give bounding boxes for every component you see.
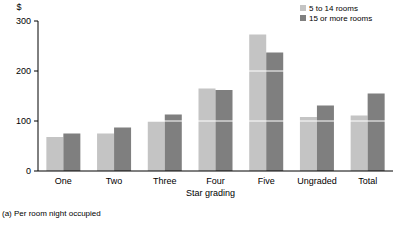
legend-swatch bbox=[300, 15, 306, 21]
bar bbox=[97, 134, 114, 172]
x-axis bbox=[38, 171, 393, 172]
x-tick-label: Five bbox=[258, 176, 275, 186]
bar bbox=[46, 137, 63, 171]
bar bbox=[114, 128, 131, 172]
y-tick-label: 0 bbox=[26, 166, 31, 176]
y-tick-label: 300 bbox=[16, 16, 31, 26]
bar bbox=[148, 122, 165, 172]
y-tick-label: 100 bbox=[16, 116, 31, 126]
y-tick bbox=[34, 71, 38, 72]
grid-line bbox=[38, 121, 393, 122]
bar bbox=[368, 94, 385, 172]
bar bbox=[266, 53, 283, 172]
y-axis bbox=[38, 21, 39, 171]
x-tick-label: One bbox=[55, 176, 72, 186]
bar bbox=[199, 89, 216, 172]
bar bbox=[317, 106, 334, 172]
x-axis-label: Star grading bbox=[186, 188, 235, 198]
bar bbox=[63, 134, 80, 172]
legend-label: 15 or more rooms bbox=[309, 14, 372, 23]
grid-line bbox=[38, 71, 393, 72]
bar bbox=[300, 117, 317, 171]
bars bbox=[46, 35, 384, 172]
chart: $0 100 200 300 One Two Three Four Five Ungraded To… bbox=[0, 0, 397, 227]
y-tick-label: 200 bbox=[16, 66, 31, 76]
y-axis-label: $ bbox=[16, 2, 21, 12]
bar bbox=[216, 90, 233, 171]
x-tick-label: Ungraded bbox=[297, 176, 337, 186]
x-tick-label: Total bbox=[358, 176, 377, 186]
x-tick-label: Four bbox=[206, 176, 225, 186]
y-tick bbox=[34, 171, 38, 172]
x-tick-label: Two bbox=[106, 176, 123, 186]
y-tick bbox=[34, 121, 38, 122]
x-tick-label: Three bbox=[153, 176, 177, 186]
footnote: (a) Per room night occupied bbox=[2, 209, 101, 218]
legend-label: 5 to 14 rooms bbox=[309, 4, 358, 13]
y-tick bbox=[34, 21, 38, 22]
bar bbox=[165, 115, 182, 172]
bar bbox=[351, 116, 368, 172]
bar bbox=[249, 35, 266, 172]
legend-swatch bbox=[300, 5, 306, 11]
